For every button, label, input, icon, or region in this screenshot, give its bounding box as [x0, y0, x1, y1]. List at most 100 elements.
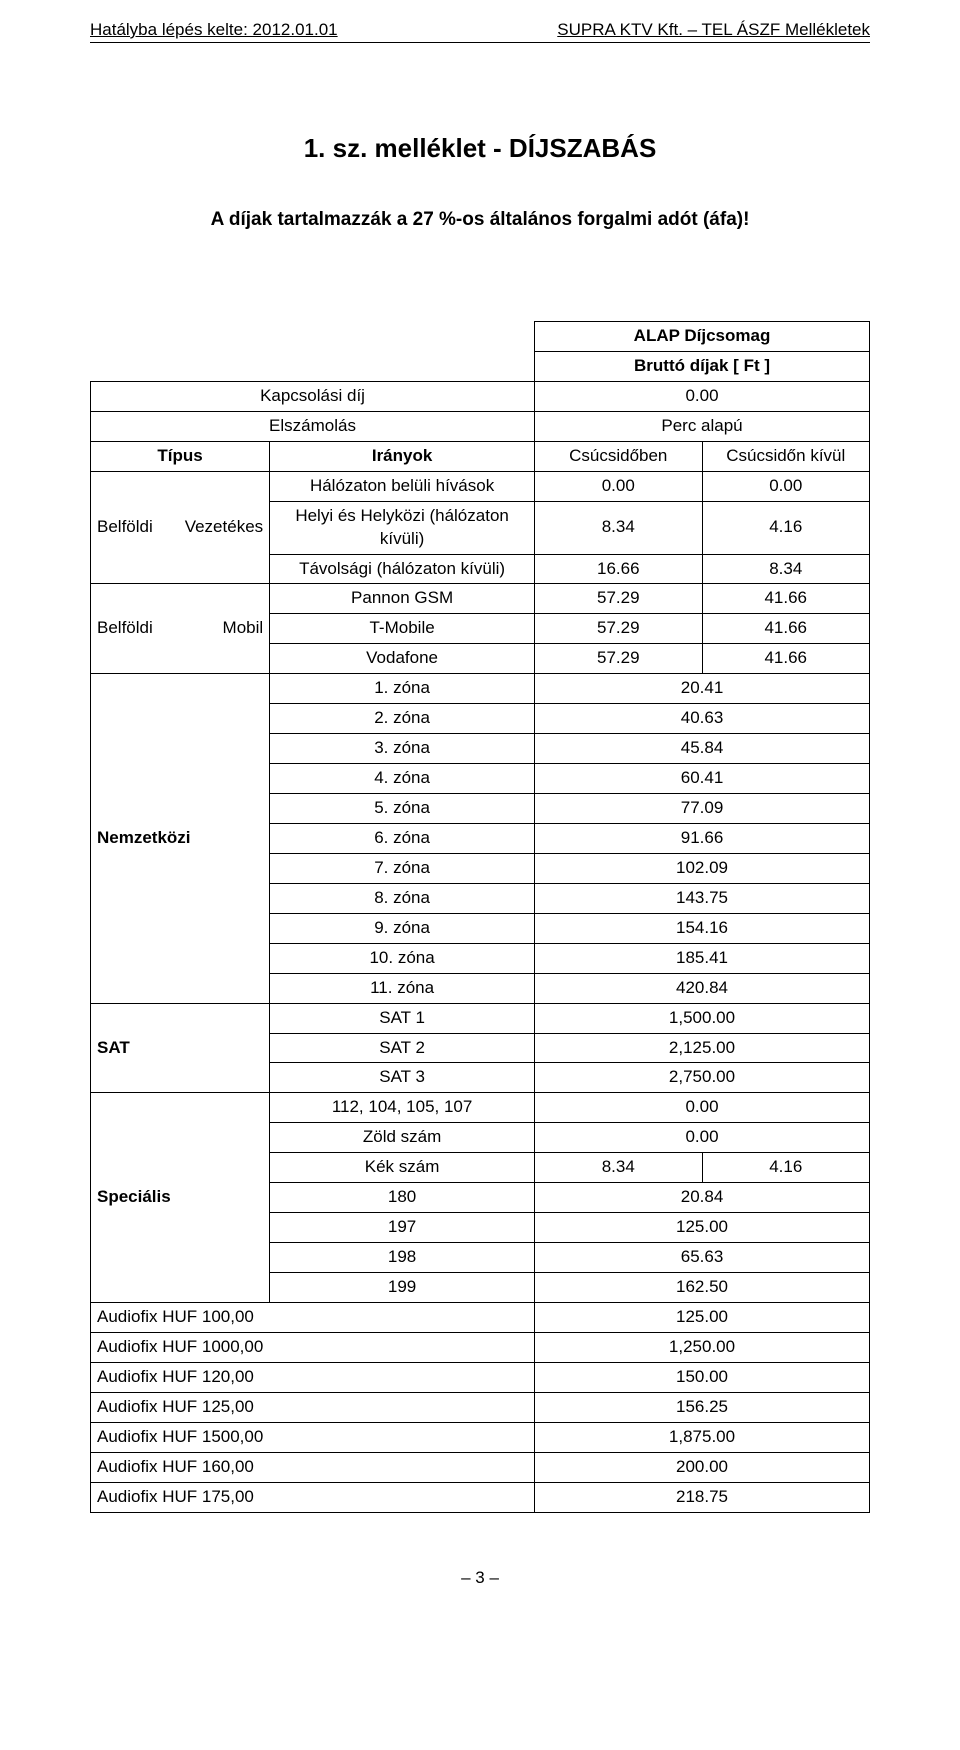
table-row: Audiofix HUF 160,00200.00: [91, 1452, 870, 1482]
cell: 102.09: [535, 853, 870, 883]
cell: 8. zóna: [270, 883, 535, 913]
cell: 45.84: [535, 734, 870, 764]
cell: 180: [270, 1183, 535, 1213]
cell: 8.34: [535, 1153, 702, 1183]
cell: 150.00: [535, 1362, 870, 1392]
cell: 143.75: [535, 883, 870, 913]
cell: 9. zóna: [270, 913, 535, 943]
cell: 112, 104, 105, 107: [270, 1093, 535, 1123]
cell: 1,500.00: [535, 1003, 870, 1033]
cell: 41.66: [702, 644, 870, 674]
pricing-table: ALAP Díjcsomag Bruttó díjak [ Ft ] Kapcs…: [90, 321, 870, 1513]
group-mobil: Belföldi Mobil: [91, 584, 270, 674]
vez-label-b: Vezetékes: [185, 516, 263, 539]
cell: 57.29: [535, 644, 702, 674]
cell: 57.29: [535, 614, 702, 644]
billing-label: Elszámolás: [91, 411, 535, 441]
cell: 8.34: [535, 501, 702, 554]
header-right: SUPRA KTV Kft. – TEL ÁSZF Mellékletek: [557, 20, 870, 40]
cell: Pannon GSM: [270, 584, 535, 614]
table-row: Audiofix HUF 1000,001,250.00: [91, 1332, 870, 1362]
cell: 125.00: [535, 1302, 870, 1332]
cell: 156.25: [535, 1392, 870, 1422]
cell: 125.00: [535, 1213, 870, 1243]
cell: 60.41: [535, 764, 870, 794]
price-label: Bruttó díjak [ Ft ]: [535, 351, 870, 381]
cell: 2,125.00: [535, 1033, 870, 1063]
cell: 6. zóna: [270, 823, 535, 853]
table-row: Belföldi Mobil Pannon GSM 57.29 41.66: [91, 584, 870, 614]
group-sat: SAT: [91, 1003, 270, 1093]
cell: 4.16: [702, 501, 870, 554]
cell: 5. zóna: [270, 794, 535, 824]
group-intl: Nemzetközi: [91, 674, 270, 1003]
cell: SAT 2: [270, 1033, 535, 1063]
cell: Audiofix HUF 160,00: [91, 1452, 535, 1482]
header-left: Hatályba lépés kelte: 2012.01.01: [90, 20, 338, 40]
cell: 218.75: [535, 1482, 870, 1512]
table-row: Elszámolás Perc alapú: [91, 411, 870, 441]
cell: 41.66: [702, 584, 870, 614]
head-type: Típus: [91, 441, 270, 471]
cell: 198: [270, 1243, 535, 1273]
table-row: ALAP Díjcsomag: [91, 322, 870, 352]
cell: SAT 1: [270, 1003, 535, 1033]
cell: 57.29: [535, 584, 702, 614]
group-vezetekes: Belföldi Vezetékes: [91, 471, 270, 584]
head-offpeak: Csúcsidőn kívül: [702, 441, 870, 471]
cell: 7. zóna: [270, 853, 535, 883]
cell: 185.41: [535, 943, 870, 973]
conn-label: Kapcsolási díj: [91, 381, 535, 411]
table-row: Bruttó díjak [ Ft ]: [91, 351, 870, 381]
cell: 199: [270, 1273, 535, 1303]
vez-label-a: Belföldi: [97, 516, 153, 539]
cell: 91.66: [535, 823, 870, 853]
cell: Helyi és Helyközi (hálózaton kívüli): [270, 501, 535, 554]
cell: 0.00: [535, 1093, 870, 1123]
cell: 40.63: [535, 704, 870, 734]
cell: 0.00: [535, 1123, 870, 1153]
cell: 200.00: [535, 1452, 870, 1482]
cell: 77.09: [535, 794, 870, 824]
cell: 3. zóna: [270, 734, 535, 764]
cell: 2. zóna: [270, 704, 535, 734]
cell: 0.00: [702, 471, 870, 501]
table-row: Speciális 112, 104, 105, 107 0.00: [91, 1093, 870, 1123]
cell: Kék szám: [270, 1153, 535, 1183]
cell: 1. zóna: [270, 674, 535, 704]
cell: 420.84: [535, 973, 870, 1003]
cell: 1,250.00: [535, 1332, 870, 1362]
cell: Távolsági (hálózaton kívüli): [270, 554, 535, 584]
cell: 1,875.00: [535, 1422, 870, 1452]
cell: T-Mobile: [270, 614, 535, 644]
head-dir: Irányok: [270, 441, 535, 471]
page-header: Hatályba lépés kelte: 2012.01.01 SUPRA K…: [90, 20, 870, 43]
table-row: Belföldi Vezetékes Hálózaton belüli hívá…: [91, 471, 870, 501]
table-row: Audiofix HUF 175,00218.75: [91, 1482, 870, 1512]
table-row: Audiofix HUF 100,00125.00: [91, 1302, 870, 1332]
doc-title: 1. sz. melléklet - DÍJSZABÁS: [90, 133, 870, 164]
cell: Zöld szám: [270, 1123, 535, 1153]
cell: SAT 3: [270, 1063, 535, 1093]
table-row: Nemzetközi 1. zóna 20.41: [91, 674, 870, 704]
cell: 162.50: [535, 1273, 870, 1303]
cell: Audiofix HUF 125,00: [91, 1392, 535, 1422]
conn-value: 0.00: [535, 381, 870, 411]
cell: Audiofix HUF 175,00: [91, 1482, 535, 1512]
cell: 65.63: [535, 1243, 870, 1273]
cell: 8.34: [702, 554, 870, 584]
table-row: Audiofix HUF 1500,001,875.00: [91, 1422, 870, 1452]
mobil-label-a: Belföldi: [97, 617, 153, 640]
cell: Audiofix HUF 1000,00: [91, 1332, 535, 1362]
package-name: ALAP Díjcsomag: [535, 322, 870, 352]
cell: 2,750.00: [535, 1063, 870, 1093]
doc-subtitle: A díjak tartalmazzák a 27 %-os általános…: [90, 209, 870, 231]
table-row: Audiofix HUF 120,00150.00: [91, 1362, 870, 1392]
cell: 197: [270, 1213, 535, 1243]
cell: 20.41: [535, 674, 870, 704]
mobil-label-b: Mobil: [223, 617, 264, 640]
cell: 41.66: [702, 614, 870, 644]
page-number: – 3 –: [90, 1568, 870, 1588]
table-row: SAT SAT 1 1,500.00: [91, 1003, 870, 1033]
cell: Vodafone: [270, 644, 535, 674]
